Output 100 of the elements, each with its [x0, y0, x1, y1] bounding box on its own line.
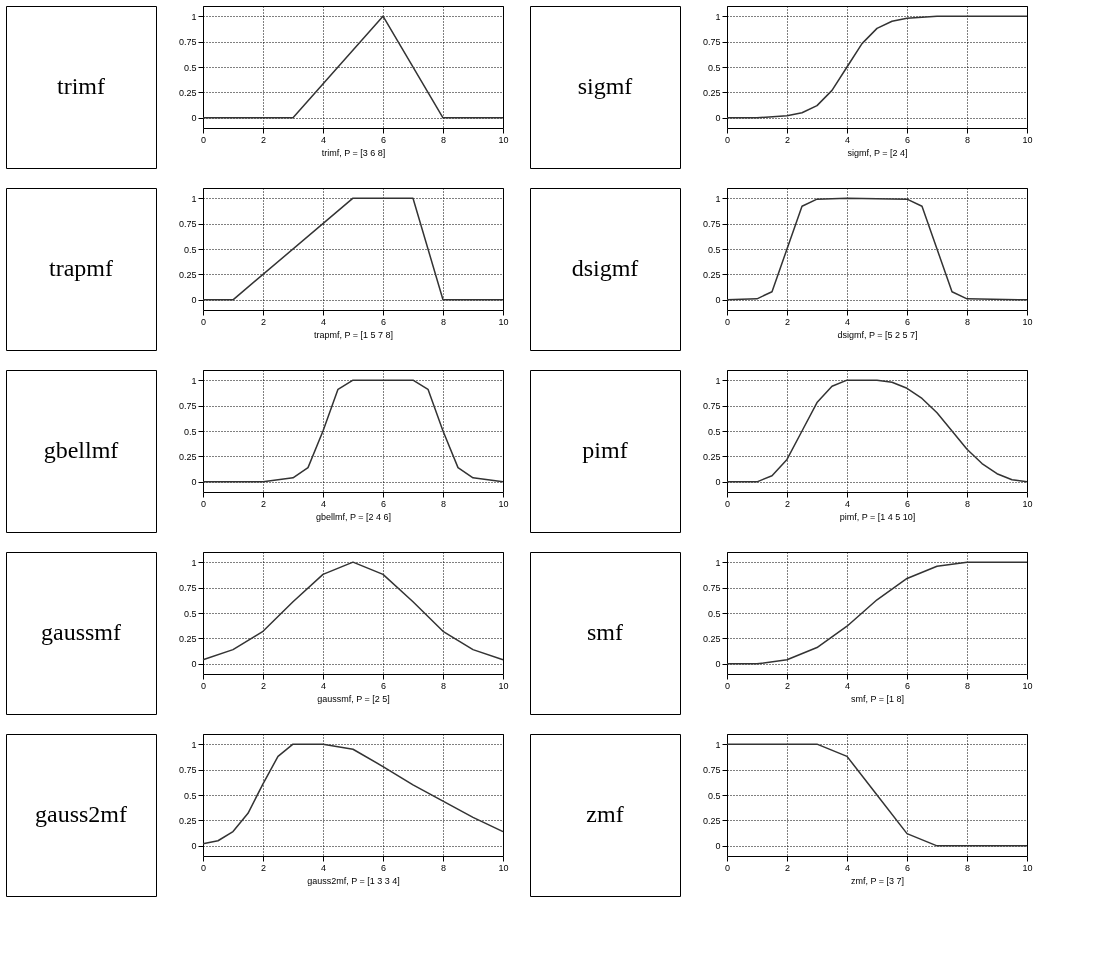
x-tick-label: 10 — [498, 316, 509, 327]
y-tick-label: 0 — [715, 477, 721, 488]
y-tick-label: 0.25 — [178, 633, 197, 644]
x-tick-label: 4 — [320, 134, 327, 145]
x-tick-label: 4 — [320, 680, 327, 691]
x-tick-label: 6 — [380, 316, 387, 327]
y-tick-label: 0.5 — [183, 426, 197, 437]
x-tick-label: 2 — [260, 316, 267, 327]
text: trapmf — [49, 255, 113, 281]
y-tick-label: 0.25 — [178, 815, 197, 826]
text: dsigmf — [571, 255, 639, 281]
x-tick-label: 8 — [964, 862, 971, 873]
y-tick-label: 1 — [715, 193, 721, 204]
line-series — [726, 15, 1028, 119]
y-tick-label: 0.5 — [183, 790, 197, 801]
y-tick-label: 0.75 — [702, 583, 721, 594]
x-tick-label: 10 — [498, 680, 509, 691]
x-tick-label: 10 — [1022, 862, 1033, 873]
x-tick-label: 10 — [498, 862, 509, 873]
x-tick-label: 2 — [260, 680, 267, 691]
y-tick-label: 0 — [191, 841, 197, 852]
x-tick-label: 6 — [380, 498, 387, 509]
text: pimf — [582, 437, 628, 463]
line-series — [202, 379, 504, 483]
line-series — [726, 561, 1028, 665]
y-tick-label: 0.75 — [178, 765, 197, 776]
x-tick-label: 0 — [200, 680, 207, 691]
x-tick-label: 10 — [498, 498, 509, 509]
x-tick-label: 4 — [844, 134, 851, 145]
y-tick-label: 0.75 — [702, 401, 721, 412]
y-tick-label: 1 — [191, 375, 197, 386]
x-tick-label: 2 — [260, 134, 267, 145]
y-tick-label: 1 — [715, 739, 721, 750]
text: smf — [587, 619, 624, 645]
x-tick-label: 0 — [200, 316, 207, 327]
y-tick-label: 0.75 — [178, 219, 197, 230]
y-tick-label: 1 — [191, 739, 197, 750]
y-tick-label: 0 — [191, 113, 197, 124]
line-series — [726, 379, 1028, 483]
x-axis-title: gbellmf, P = [2 4 6] — [315, 511, 392, 522]
text: gbellmf — [43, 437, 119, 463]
x-tick-label: 2 — [784, 498, 791, 509]
y-tick-label: 1 — [191, 193, 197, 204]
y-tick-label: 0.75 — [702, 37, 721, 48]
y-tick-label: 0 — [715, 113, 721, 124]
x-tick-label: 8 — [964, 316, 971, 327]
x-tick-label: 6 — [380, 862, 387, 873]
y-tick-label: 0.75 — [178, 583, 197, 594]
x-axis-title: gaussmf, P = [2 5] — [317, 693, 390, 704]
x-tick-label: 8 — [964, 680, 971, 691]
y-tick-label: 0.25 — [702, 451, 721, 462]
x-tick-label: 8 — [440, 316, 447, 327]
x-axis-title: pimf, P = [1 4 5 10] — [839, 511, 916, 522]
x-tick-label: 6 — [904, 498, 911, 509]
x-tick-label: 4 — [844, 680, 851, 691]
x-tick-label: 0 — [724, 316, 731, 327]
x-tick-label: 8 — [964, 134, 971, 145]
text: trimf — [57, 73, 105, 99]
x-axis-title: trimf, P = [3 6 8] — [321, 147, 386, 158]
x-tick-label: 6 — [904, 862, 911, 873]
y-tick-label: 0.75 — [702, 765, 721, 776]
y-tick-label: 0 — [191, 659, 197, 670]
line-series — [202, 743, 504, 845]
y-tick-label: 0.5 — [707, 62, 721, 73]
x-tick-label: 10 — [498, 134, 509, 145]
x-axis-title: gauss2mf, P = [1 3 3 4] — [307, 875, 400, 886]
x-tick-label: 2 — [784, 134, 791, 145]
x-axis-title: trapmf, P = [1 5 7 8] — [313, 329, 394, 340]
y-tick-label: 0.5 — [707, 244, 721, 255]
y-tick-label: 0.25 — [702, 815, 721, 826]
x-tick-label: 4 — [844, 316, 851, 327]
x-tick-label: 0 — [724, 134, 731, 145]
line-series — [202, 561, 504, 661]
x-tick-label: 6 — [380, 134, 387, 145]
y-tick-label: 1 — [191, 11, 197, 22]
line-series — [726, 743, 1028, 847]
x-tick-label: 4 — [320, 316, 327, 327]
text: sigmf — [577, 73, 633, 99]
x-tick-label: 0 — [724, 862, 731, 873]
x-tick-label: 6 — [904, 316, 911, 327]
y-tick-label: 0.25 — [702, 87, 721, 98]
y-tick-label: 0.25 — [178, 269, 197, 280]
text: gaussmf — [41, 619, 121, 645]
y-tick-label: 0.5 — [183, 608, 197, 619]
x-tick-label: 6 — [904, 134, 911, 145]
y-tick-label: 1 — [715, 11, 721, 22]
y-tick-label: 1 — [715, 557, 721, 568]
y-tick-label: 0.5 — [707, 790, 721, 801]
x-tick-label: 10 — [1022, 316, 1033, 327]
x-tick-label: 10 — [1022, 134, 1033, 145]
x-tick-label: 8 — [440, 680, 447, 691]
x-tick-label: 0 — [200, 862, 207, 873]
y-tick-label: 1 — [191, 557, 197, 568]
y-tick-label: 0.75 — [178, 37, 197, 48]
y-tick-label: 0.25 — [178, 451, 197, 462]
y-tick-label: 0.5 — [707, 426, 721, 437]
x-tick-label: 0 — [724, 680, 731, 691]
y-tick-label: 0 — [715, 295, 721, 306]
y-tick-label: 0.25 — [702, 633, 721, 644]
y-tick-label: 0.25 — [702, 269, 721, 280]
